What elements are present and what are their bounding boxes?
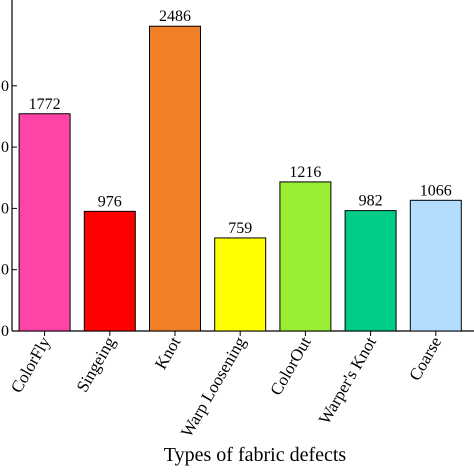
- data-label: 976: [98, 193, 122, 210]
- x-tick-label: Knot: [151, 333, 185, 372]
- bar-colorfly: [18, 113, 71, 332]
- y-tick-label: 0: [1, 323, 9, 340]
- y-tick-label: 0: [1, 78, 9, 95]
- x-tick-label: Coarse: [405, 334, 445, 384]
- data-label: 982: [359, 193, 383, 210]
- y-tick-label: 0: [1, 139, 9, 156]
- bar-warper-s-knot: [344, 210, 397, 332]
- data-label: 1066: [420, 182, 452, 199]
- x-tick-label: Warper's Knot: [315, 333, 380, 427]
- x-axis-title: Types of fabric defects: [164, 444, 347, 466]
- y-tick-label: 0: [1, 200, 9, 217]
- y-tick-label: 0: [1, 262, 9, 279]
- bar-coarse: [409, 199, 462, 332]
- data-label: 1216: [289, 164, 321, 181]
- x-tick-label: Warp Loosening: [177, 333, 250, 440]
- x-tick-label: ColorFly: [7, 333, 54, 396]
- data-label: 1772: [29, 96, 61, 113]
- bar-colorout: [279, 181, 332, 332]
- bar-warp-loosening: [214, 237, 267, 332]
- bar-knot: [149, 25, 201, 332]
- plot-area: 0 0 0 0 0 1772 ColorFly 976 Singeing 2486 Knot 759 W…: [1, 0, 474, 440]
- data-label: 759: [228, 220, 252, 237]
- x-tick-label: ColorOut: [266, 333, 315, 398]
- data-label: 2486: [159, 8, 191, 25]
- x-tick-label: Singeing: [73, 333, 120, 395]
- bar-singeing: [83, 210, 136, 332]
